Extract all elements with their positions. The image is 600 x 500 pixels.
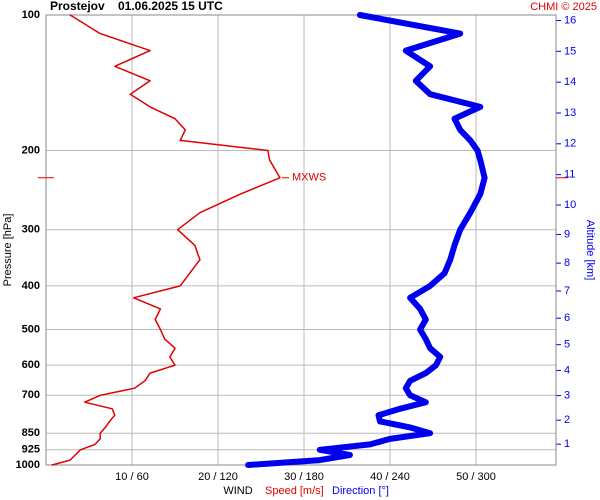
data-line <box>51 14 281 466</box>
x-tick-label: 40 / 240 <box>370 471 410 483</box>
y-tick-label: 300 <box>22 224 40 236</box>
y2-tick-label: 8 <box>564 257 570 269</box>
y-tick-label: 700 <box>22 389 40 401</box>
y-tick-label: 600 <box>22 359 40 371</box>
y2-tick-label: 1 <box>564 438 570 450</box>
plot-frame <box>45 14 557 466</box>
y2-tick-label: 6 <box>564 312 570 324</box>
data-line <box>245 12 488 468</box>
y-tick-label: 500 <box>22 323 40 335</box>
y2-tick-label: 3 <box>564 390 570 402</box>
y-tick-label: 100 <box>22 9 40 21</box>
x-tick-label: 20 / 120 <box>198 471 238 483</box>
y-axis-label: Pressure [hPa] <box>2 214 14 287</box>
y2-tick-label: 13 <box>564 107 576 119</box>
chart-title: Prostejov <box>50 0 105 13</box>
y2-tick-label: 11 <box>564 169 575 181</box>
y-tick-label: 925 <box>22 444 40 456</box>
y2-tick-label: 2 <box>564 414 570 426</box>
x-tick-label: 30 / 180 <box>284 471 324 483</box>
y2-tick-label: 12 <box>564 138 576 150</box>
y2-tick-label: 7 <box>564 285 570 297</box>
y-tick-label: 200 <box>22 144 40 156</box>
y2-tick-label: 14 <box>564 76 576 88</box>
legend-entry: Direction [°] <box>332 485 389 497</box>
y-tick-label: 400 <box>22 280 40 292</box>
y2-tick-label: 16 <box>564 14 576 26</box>
annotation-label: MXWS <box>292 172 326 184</box>
y2-tick-label: 15 <box>564 45 576 57</box>
y-tick-label: 850 <box>22 427 40 439</box>
y2-tick-label: 5 <box>564 339 570 351</box>
x-tick-label: 50 / 300 <box>456 471 496 483</box>
y-tick-label: 1000 <box>16 459 40 471</box>
credit: CHMI © 2025 <box>530 1 597 13</box>
y2-axis-label: Altitude [km] <box>584 220 596 281</box>
y2-tick-label: 10 <box>564 199 576 211</box>
x-tick-label: 10 / 60 <box>115 471 149 483</box>
legend-entry: Speed [m/s] <box>265 485 324 497</box>
x-axis-label: WIND <box>223 485 252 497</box>
y2-tick-label: 9 <box>564 228 570 240</box>
y2-tick-label: 4 <box>564 364 570 376</box>
chart-subtitle: 01.06.2025 15 UTC <box>118 0 223 13</box>
